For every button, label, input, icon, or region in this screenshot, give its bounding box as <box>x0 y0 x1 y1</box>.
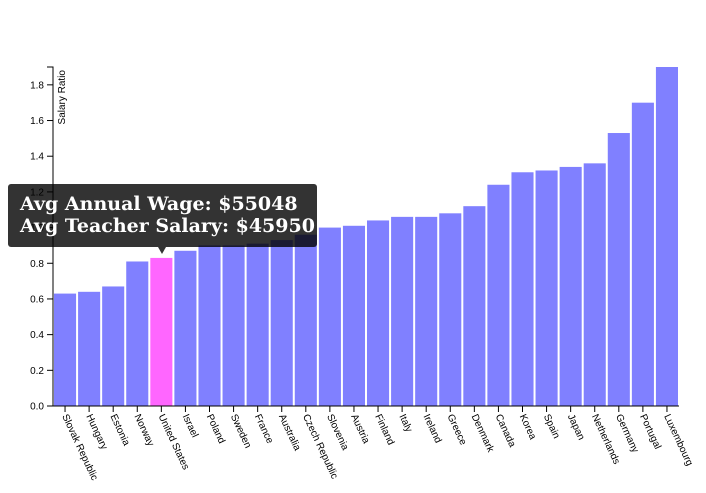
bar-united-states[interactable] <box>150 257 173 406</box>
x-tick-label: Canada <box>493 413 518 450</box>
x-tick-label: Sweden <box>228 413 253 450</box>
bar-hungary[interactable] <box>78 291 101 406</box>
bar-israel[interactable] <box>174 250 197 406</box>
bar-austria[interactable] <box>342 225 365 406</box>
x-tick-label: Poland <box>204 413 227 446</box>
tooltip: Avg Annual Wage: $55048 Avg Teacher Sala… <box>8 184 317 247</box>
x-tick-label: Japan <box>565 413 586 442</box>
bar-italy[interactable] <box>391 216 414 406</box>
x-tick-label: Italy <box>396 413 414 434</box>
bar-ireland[interactable] <box>415 216 438 406</box>
x-tick-label: Hungary <box>83 413 109 452</box>
tooltip-arrow <box>158 247 166 254</box>
bar-canada[interactable] <box>487 184 510 406</box>
y-tick-label: 0.6 <box>30 294 44 305</box>
x-tick-label: Australia <box>276 413 303 453</box>
x-tick-label: Ireland <box>420 413 443 445</box>
bar-estonia[interactable] <box>102 286 125 406</box>
bar-japan[interactable] <box>559 166 582 406</box>
x-tick-label: Slovenia <box>324 413 350 453</box>
bar-poland[interactable] <box>198 245 221 406</box>
y-tick-label: 0.2 <box>30 366 44 377</box>
bar-spain[interactable] <box>535 170 558 406</box>
bar-norway[interactable] <box>126 261 149 406</box>
y-tick-label: 0.4 <box>30 330 44 341</box>
x-tick-label: Luxembourg <box>661 413 694 468</box>
bar-sweden[interactable] <box>222 245 245 406</box>
x-tick-label: Finland <box>372 413 396 447</box>
y-tick-label: 1.6 <box>30 116 44 127</box>
y-tick-label: 0.8 <box>30 259 44 270</box>
tooltip-salary-line: Avg Teacher Salary: $45950 <box>20 215 315 237</box>
x-tick-label: Denmark <box>469 413 497 455</box>
x-tick-label: Spain <box>541 413 562 441</box>
bar-denmark[interactable] <box>463 206 486 406</box>
x-tick-label: Korea <box>517 413 538 442</box>
x-tick-label: Estonia <box>107 413 131 448</box>
bar-australia[interactable] <box>270 240 293 406</box>
x-tick-label: Israel <box>180 413 200 440</box>
bar-korea[interactable] <box>511 172 534 406</box>
x-tick-label: Greece <box>445 413 469 448</box>
bars-group <box>54 67 678 407</box>
x-tick-label: Germany <box>613 413 640 455</box>
y-axis-label: Salary Ratio <box>57 70 68 125</box>
bar-slovenia[interactable] <box>318 227 341 406</box>
bar-finland[interactable] <box>367 220 390 406</box>
y-tick-label: 0.0 <box>30 402 44 413</box>
bar-greece[interactable] <box>439 213 462 406</box>
x-tick-label: Norway <box>132 413 156 448</box>
bar-netherlands[interactable] <box>583 163 606 406</box>
y-tick-label: 1.8 <box>30 80 44 91</box>
x-tick-label: Portugal <box>637 413 663 451</box>
x-tick-label: France <box>252 413 275 446</box>
bar-slovak-republic[interactable] <box>54 293 77 406</box>
bar-france[interactable] <box>246 243 269 406</box>
tooltip-wage-line: Avg Annual Wage: $55048 <box>20 193 298 215</box>
bar-luxembourg[interactable] <box>655 67 678 406</box>
x-tick-label: Austria <box>348 413 371 446</box>
bar-portugal[interactable] <box>631 102 654 407</box>
bar-czech-republic[interactable] <box>294 234 317 406</box>
bar-germany[interactable] <box>607 133 630 406</box>
y-tick-label: 1.4 <box>30 152 44 163</box>
